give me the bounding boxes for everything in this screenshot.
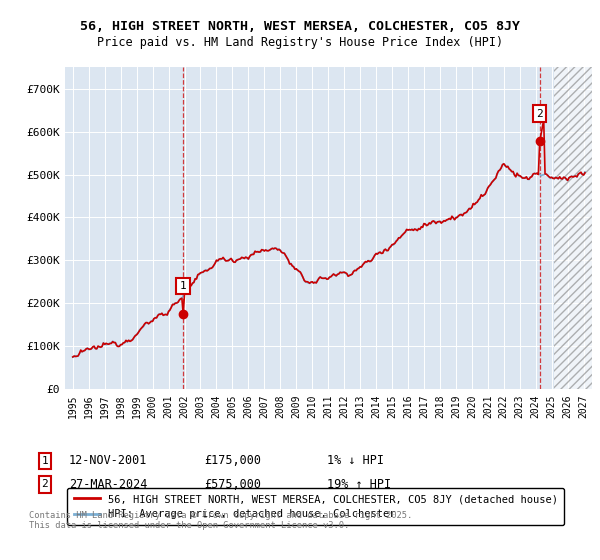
Bar [554,67,592,389]
Text: £175,000: £175,000 [204,454,261,468]
Text: 1% ↓ HPI: 1% ↓ HPI [327,454,384,468]
Text: 1: 1 [41,456,49,466]
Text: Contains HM Land Registry data © Crown copyright and database right 2025.
This d: Contains HM Land Registry data © Crown c… [29,511,412,530]
Text: 56, HIGH STREET NORTH, WEST MERSEA, COLCHESTER, CO5 8JY: 56, HIGH STREET NORTH, WEST MERSEA, COLC… [80,20,520,34]
Legend: 56, HIGH STREET NORTH, WEST MERSEA, COLCHESTER, CO5 8JY (detached house), HPI: A: 56, HIGH STREET NORTH, WEST MERSEA, COLC… [67,488,564,525]
Text: Price paid vs. HM Land Registry's House Price Index (HPI): Price paid vs. HM Land Registry's House … [97,36,503,49]
Text: 27-MAR-2024: 27-MAR-2024 [69,478,148,491]
Text: 1: 1 [180,281,187,291]
Text: 2: 2 [41,479,49,489]
Text: 2: 2 [536,109,543,119]
Text: £575,000: £575,000 [204,478,261,491]
Text: 12-NOV-2001: 12-NOV-2001 [69,454,148,468]
Text: 19% ↑ HPI: 19% ↑ HPI [327,478,391,491]
